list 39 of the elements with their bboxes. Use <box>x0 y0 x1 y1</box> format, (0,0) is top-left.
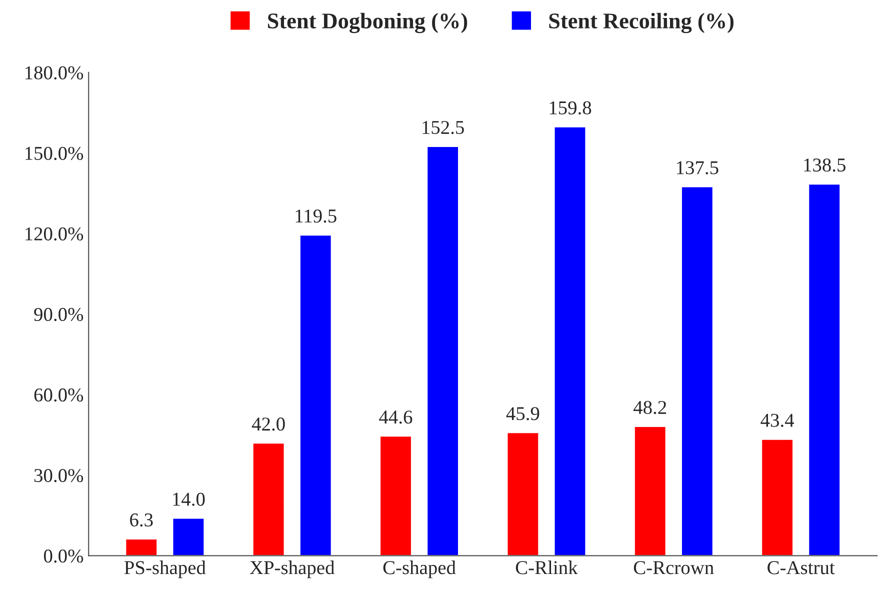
data-label: 43.4 <box>760 414 794 427</box>
bar <box>680 186 714 556</box>
y-tick-label: 0.0% <box>44 549 84 563</box>
legend-label: Stent Dogboning (%) <box>268 12 468 34</box>
x-tick-label: XP-shaped <box>250 560 335 578</box>
bar <box>379 435 412 556</box>
data-label: 6.3 <box>130 513 153 527</box>
data-label: 138.5 <box>804 158 846 172</box>
data-label: 45.9 <box>506 407 540 420</box>
y-tick-label: 180.0% <box>26 66 84 80</box>
bar <box>634 426 667 556</box>
data-label: 48.2 <box>633 400 666 414</box>
data-label: 152.5 <box>422 120 464 134</box>
data-label: 42.0 <box>252 418 285 431</box>
bar <box>553 126 587 556</box>
x-tick-label: C-Rlink <box>516 560 578 574</box>
data-label: 44.6 <box>379 410 412 424</box>
legend-label: Stent Recoiling (%) <box>549 12 734 34</box>
y-tick-label: 120.0% <box>26 227 84 241</box>
x-tick-label: PS-shaped <box>124 560 206 578</box>
bar <box>299 234 332 556</box>
data-label: 14.0 <box>173 492 205 506</box>
data-label: 119.5 <box>296 210 336 223</box>
bar <box>172 517 206 556</box>
y-tick-label: 90.0% <box>34 308 84 322</box>
x-tick-label: C-Rcrown <box>634 561 714 574</box>
y-tick-label: 30.0% <box>34 468 84 482</box>
x-tick-label: C-shaped <box>383 560 456 578</box>
data-label: 137.5 <box>677 161 718 174</box>
bar <box>808 183 841 556</box>
bar <box>506 432 540 556</box>
bar <box>252 442 286 556</box>
x-tick-label: C-Astrut <box>768 561 835 574</box>
bar <box>760 438 794 556</box>
data-label: 159.8 <box>550 101 592 115</box>
bar <box>124 538 158 556</box>
y-tick-label: 60.0% <box>34 388 84 402</box>
y-tick-label: 150.0% <box>26 146 84 160</box>
bar <box>426 146 460 556</box>
